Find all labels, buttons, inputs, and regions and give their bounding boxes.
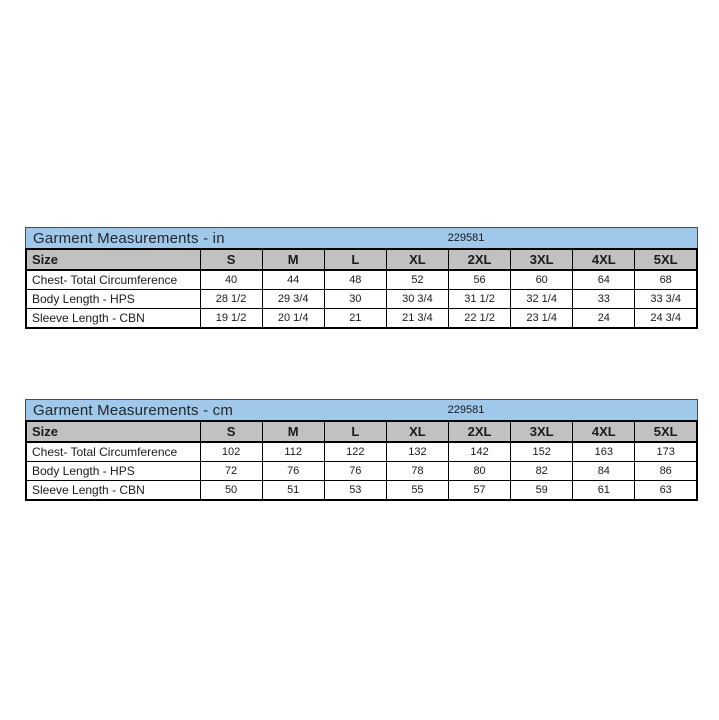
measurement-value-cell: 61 bbox=[572, 480, 636, 501]
size-header-3xl: 3XL bbox=[510, 420, 574, 443]
measurement-value-cell: 152 bbox=[510, 441, 574, 462]
measurements-table-cm: Garment Measurements - cm 229581 Size S M L… bbox=[25, 399, 698, 501]
measurement-row-label: Chest- Total Circumference bbox=[25, 269, 201, 290]
measurement-value-cell: 33 bbox=[572, 289, 636, 309]
measurement-value-cell: 51 bbox=[261, 480, 325, 501]
table-row: Body Length - HPS 72 76 76 78 80 82 84 86 bbox=[25, 461, 698, 481]
measurement-value-cell: 40 bbox=[199, 269, 263, 290]
measurement-row-label: Body Length - HPS bbox=[25, 461, 201, 481]
size-column-header: Size bbox=[25, 248, 201, 271]
measurement-value-cell: 76 bbox=[323, 461, 387, 481]
measurement-value-cell: 60 bbox=[510, 269, 574, 290]
measurement-value-cell: 32 1/4 bbox=[510, 289, 574, 309]
measurement-value-cell: 48 bbox=[323, 269, 387, 290]
size-header-2xl: 2XL bbox=[447, 248, 512, 271]
measurement-row-label: Sleeve Length - CBN bbox=[25, 480, 201, 501]
size-header-xl: XL bbox=[385, 248, 450, 271]
measurement-value-cell: 24 bbox=[572, 308, 636, 329]
size-header-m: M bbox=[261, 248, 325, 271]
measurement-value-cell: 57 bbox=[447, 480, 512, 501]
table-title-bar: Garment Measurements - cm 229581 bbox=[25, 399, 698, 420]
measurement-value-cell: 64 bbox=[572, 269, 636, 290]
measurement-value-cell: 28 1/2 bbox=[199, 289, 263, 309]
measurement-value-cell: 50 bbox=[199, 480, 263, 501]
measurement-row-label: Body Length - HPS bbox=[25, 289, 201, 309]
table-title: Garment Measurements - in bbox=[33, 229, 225, 247]
measurement-value-cell: 21 bbox=[323, 308, 387, 329]
measurement-value-cell: 22 1/2 bbox=[447, 308, 512, 329]
measurement-value-cell: 24 3/4 bbox=[634, 308, 698, 329]
measurement-value-cell: 86 bbox=[634, 461, 698, 481]
measurement-value-cell: 44 bbox=[261, 269, 325, 290]
measurement-value-cell: 33 3/4 bbox=[634, 289, 698, 309]
measurement-value-cell: 21 3/4 bbox=[385, 308, 450, 329]
size-header-xl: XL bbox=[385, 420, 450, 443]
measurement-value-cell: 82 bbox=[510, 461, 574, 481]
measurement-value-cell: 102 bbox=[199, 441, 263, 462]
measurement-value-cell: 76 bbox=[261, 461, 325, 481]
measurements-table-inches: Garment Measurements - in 229581 Size S M L… bbox=[25, 227, 698, 329]
style-code: 229581 bbox=[447, 404, 485, 416]
table-title: Garment Measurements - cm bbox=[33, 401, 234, 419]
size-table-header: Size S M L XL 2XL 3XL 4XL 5XL bbox=[25, 248, 698, 271]
size-header-l: L bbox=[323, 248, 387, 271]
table-row: Body Length - HPS 28 1/2 29 3/4 30 30 3/4 31 … bbox=[25, 289, 698, 309]
measurement-row-label: Chest- Total Circumference bbox=[25, 441, 201, 462]
size-header-4xl: 4XL bbox=[572, 420, 636, 443]
measurement-value-cell: 84 bbox=[572, 461, 636, 481]
table-row: Sleeve Length - CBN 50 51 53 55 57 59 61 63 bbox=[25, 480, 698, 501]
measurement-value-cell: 142 bbox=[447, 441, 512, 462]
measurement-value-cell: 122 bbox=[323, 441, 387, 462]
table-row: Sleeve Length - CBN 19 1/2 20 1/4 21 21 3/4 2… bbox=[25, 308, 698, 329]
size-header-3xl: 3XL bbox=[510, 248, 574, 271]
measurement-value-cell: 30 bbox=[323, 289, 387, 309]
measurement-value-cell: 132 bbox=[385, 441, 450, 462]
measurement-value-cell: 52 bbox=[385, 269, 450, 290]
measurement-value-cell: 63 bbox=[634, 480, 698, 501]
measurement-value-cell: 53 bbox=[323, 480, 387, 501]
size-header-m: M bbox=[261, 420, 325, 443]
measurement-value-cell: 72 bbox=[199, 461, 263, 481]
size-header-5xl: 5XL bbox=[634, 248, 698, 271]
measurement-value-cell: 23 1/4 bbox=[510, 308, 574, 329]
size-header-2xl: 2XL bbox=[447, 420, 512, 443]
measurement-value-cell: 29 3/4 bbox=[261, 289, 325, 309]
measurement-value-cell: 19 1/2 bbox=[199, 308, 263, 329]
size-header-s: S bbox=[199, 420, 263, 443]
size-header-l: L bbox=[323, 420, 387, 443]
measurement-row-label: Sleeve Length - CBN bbox=[25, 308, 201, 329]
size-header-4xl: 4XL bbox=[572, 248, 636, 271]
table-row: Chest- Total Circumference 102 112 122 132 14… bbox=[25, 441, 698, 462]
size-header-s: S bbox=[199, 248, 263, 271]
measurement-value-cell: 59 bbox=[510, 480, 574, 501]
measurement-value-cell: 163 bbox=[572, 441, 636, 462]
style-code: 229581 bbox=[447, 232, 485, 244]
measurement-value-cell: 30 3/4 bbox=[385, 289, 450, 309]
measurement-value-cell: 80 bbox=[447, 461, 512, 481]
size-table-body: Chest- Total Circumference 102 112 122 132 14… bbox=[25, 441, 698, 501]
table-title-bar: Garment Measurements - in 229581 bbox=[25, 227, 698, 248]
measurement-value-cell: 55 bbox=[385, 480, 450, 501]
measurement-value-cell: 68 bbox=[634, 269, 698, 290]
table-row: Chest- Total Circumference 40 44 48 52 56 60 64… bbox=[25, 269, 698, 290]
size-table-inches: Size S M L XL 2XL 3XL 4XL 5XL Chest- Total Circu… bbox=[25, 248, 698, 329]
size-table-header: Size S M L XL 2XL 3XL 4XL 5XL bbox=[25, 420, 698, 443]
measurement-value-cell: 78 bbox=[385, 461, 450, 481]
size-header-5xl: 5XL bbox=[634, 420, 698, 443]
size-table-body: Chest- Total Circumference 40 44 48 52 56 60 64… bbox=[25, 269, 698, 329]
size-column-header: Size bbox=[25, 420, 201, 443]
measurement-value-cell: 31 1/2 bbox=[447, 289, 512, 309]
measurement-value-cell: 173 bbox=[634, 441, 698, 462]
size-table-cm: Size S M L XL 2XL 3XL 4XL 5XL Chest- Total Circu… bbox=[25, 420, 698, 501]
measurement-value-cell: 20 1/4 bbox=[261, 308, 325, 329]
measurement-value-cell: 112 bbox=[261, 441, 325, 462]
measurement-value-cell: 56 bbox=[447, 269, 512, 290]
